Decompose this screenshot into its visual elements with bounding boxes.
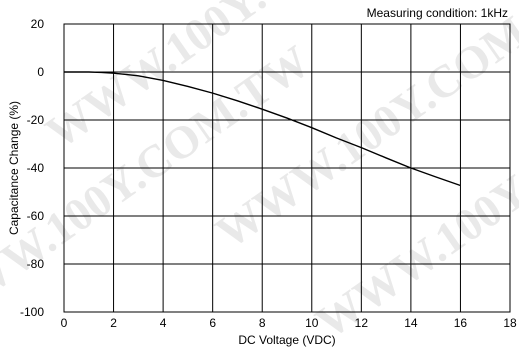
measuring-condition-note: Measuring condition: 1kHz xyxy=(367,6,508,20)
y-tick-label: -80 xyxy=(27,257,45,271)
y-tick-label: -100 xyxy=(20,305,44,319)
y-tick-label: -40 xyxy=(27,161,45,175)
x-tick-label: 0 xyxy=(61,316,68,330)
x-axis-title: DC Voltage (VDC) xyxy=(238,333,335,347)
y-tick-label: 0 xyxy=(37,65,44,79)
x-tick-label: 12 xyxy=(355,316,369,330)
y-tick-label: -20 xyxy=(27,113,45,127)
y-axis-title: Capacitance Change (%) xyxy=(7,101,21,235)
x-tick-label: 2 xyxy=(110,316,117,330)
x-tick-label: 14 xyxy=(404,316,418,330)
x-tick-label: 4 xyxy=(160,316,167,330)
x-tick-label: 8 xyxy=(259,316,266,330)
tick-labels: 0 2 4 6 8 10 12 14 16 18 20 0 -20 -40 -60 -80 -100 xyxy=(20,17,517,330)
x-tick-label: 18 xyxy=(503,316,517,330)
plot-area-frame xyxy=(63,23,511,313)
y-tick-label: 20 xyxy=(31,17,45,31)
capacitance-change-line xyxy=(64,71,461,187)
series-layer xyxy=(64,71,461,187)
x-tick-label: 16 xyxy=(454,316,468,330)
y-tick-label: -60 xyxy=(27,209,45,223)
x-tick-label: 10 xyxy=(305,316,319,330)
x-tick-label: 6 xyxy=(209,316,216,330)
